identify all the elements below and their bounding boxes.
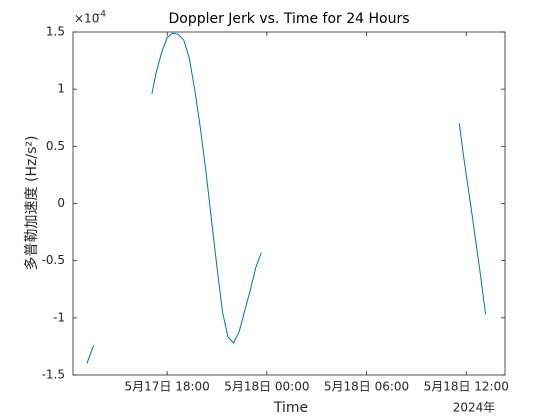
y-tick-label: 1.5 <box>46 25 65 39</box>
y-tick-label: 0.5 <box>46 139 65 153</box>
y-tick-label: 0 <box>57 196 65 210</box>
y-exponent-power: -4 <box>97 10 106 20</box>
plot-area <box>73 32 505 375</box>
x-tick-label: 5月18日 00:00 <box>224 380 309 394</box>
y-tick-label: -0.5 <box>42 253 65 267</box>
y-tick-label: -1 <box>53 310 65 324</box>
x-axis-label: Time <box>273 400 308 416</box>
y-tick-label: 1 <box>57 82 65 96</box>
x-secondary-label: 2024年 <box>453 401 496 415</box>
chart-title: Doppler Jerk vs. Time for 24 Hours <box>168 11 409 27</box>
y-exponent-base: ×10 <box>74 12 99 26</box>
data-line <box>86 32 487 364</box>
x-tick-label: 5月18日 06:00 <box>324 380 409 394</box>
y-axis-label: 多普勒加速度 (Hz/s²) <box>23 136 40 271</box>
y-tick-label: -1.5 <box>42 368 65 382</box>
axes-box <box>72 31 506 376</box>
x-tick-label: 5月18日 12:00 <box>424 380 509 394</box>
x-tick-label: 5月17日 18:00 <box>124 380 209 394</box>
